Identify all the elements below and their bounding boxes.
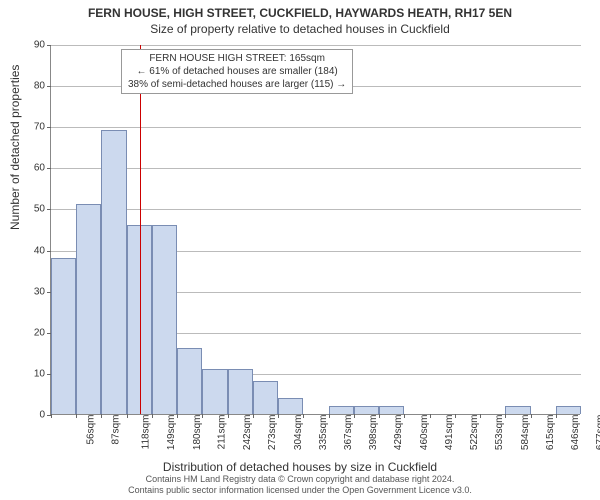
ytick-label: 90 bbox=[5, 40, 45, 51]
bar bbox=[556, 406, 581, 414]
xtick-label: 553sqm bbox=[495, 415, 506, 451]
xtick-label: 398sqm bbox=[368, 415, 379, 451]
xtick-mark bbox=[480, 414, 481, 418]
xtick-mark bbox=[404, 414, 405, 418]
attribution-line1: Contains HM Land Registry data © Crown c… bbox=[0, 474, 600, 485]
xtick-label: 211sqm bbox=[216, 415, 227, 450]
xtick-mark bbox=[303, 414, 304, 418]
xtick-label: 87sqm bbox=[110, 415, 121, 445]
xtick-mark bbox=[101, 414, 102, 418]
xtick-mark bbox=[51, 414, 52, 418]
ytick-label: 50 bbox=[5, 204, 45, 215]
xtick-mark bbox=[152, 414, 153, 418]
grid-line bbox=[51, 127, 581, 128]
chart-area: 010203040506070809056sqm87sqm118sqm149sq… bbox=[50, 45, 580, 415]
xtick-mark bbox=[379, 414, 380, 418]
title-main: FERN HOUSE, HIGH STREET, CUCKFIELD, HAYW… bbox=[0, 0, 600, 20]
bar bbox=[253, 381, 278, 414]
ytick-label: 30 bbox=[5, 286, 45, 297]
xtick-label: 646sqm bbox=[570, 415, 581, 451]
xtick-mark bbox=[505, 414, 506, 418]
annotation-line3: 38% of semi-detached houses are larger (… bbox=[128, 78, 346, 91]
plot-area: 010203040506070809056sqm87sqm118sqm149sq… bbox=[50, 45, 580, 415]
bar bbox=[101, 130, 126, 414]
xtick-label: 273sqm bbox=[267, 415, 278, 451]
xtick-mark bbox=[455, 414, 456, 418]
grid-line bbox=[51, 168, 581, 169]
xtick-label: 304sqm bbox=[293, 415, 304, 451]
xtick-label: 335sqm bbox=[318, 415, 329, 451]
ytick-mark bbox=[47, 45, 51, 46]
xtick-mark bbox=[76, 414, 77, 418]
xtick-mark bbox=[278, 414, 279, 418]
bar bbox=[177, 348, 202, 414]
xtick-mark bbox=[177, 414, 178, 418]
bar bbox=[379, 406, 404, 414]
title-sub: Size of property relative to detached ho… bbox=[0, 20, 600, 36]
ytick-mark bbox=[47, 127, 51, 128]
xtick-mark bbox=[556, 414, 557, 418]
ytick-label: 0 bbox=[5, 410, 45, 421]
ytick-label: 10 bbox=[5, 368, 45, 379]
xtick-mark bbox=[430, 414, 431, 418]
xtick-label: 242sqm bbox=[242, 415, 253, 451]
ytick-label: 70 bbox=[5, 122, 45, 133]
annotation-box: FERN HOUSE HIGH STREET: 165sqm← 61% of d… bbox=[121, 49, 353, 94]
ytick-label: 40 bbox=[5, 245, 45, 256]
xtick-label: 149sqm bbox=[166, 415, 177, 451]
ytick-label: 80 bbox=[5, 81, 45, 92]
bar bbox=[278, 398, 303, 414]
ytick-label: 20 bbox=[5, 327, 45, 338]
xtick-label: 367sqm bbox=[343, 415, 354, 451]
ytick-mark bbox=[47, 209, 51, 210]
bar bbox=[152, 225, 177, 414]
xtick-mark bbox=[354, 414, 355, 418]
xtick-label: 180sqm bbox=[192, 415, 203, 451]
bar bbox=[354, 406, 379, 414]
annotation-line1: FERN HOUSE HIGH STREET: 165sqm bbox=[128, 52, 346, 65]
grid-line bbox=[51, 45, 581, 46]
bar bbox=[329, 406, 354, 414]
bar bbox=[76, 204, 101, 414]
bar bbox=[505, 406, 530, 414]
xtick-label: 584sqm bbox=[520, 415, 531, 451]
xtick-mark bbox=[127, 414, 128, 418]
xtick-mark bbox=[329, 414, 330, 418]
xtick-mark bbox=[253, 414, 254, 418]
annotation-line2: ← 61% of detached houses are smaller (18… bbox=[128, 65, 346, 78]
xtick-label: 460sqm bbox=[419, 415, 430, 451]
xtick-label: 615sqm bbox=[545, 415, 556, 451]
bar bbox=[51, 258, 76, 414]
attribution: Contains HM Land Registry data © Crown c… bbox=[0, 474, 600, 496]
ytick-mark bbox=[47, 86, 51, 87]
bar bbox=[202, 369, 227, 414]
xtick-label: 429sqm bbox=[394, 415, 405, 451]
xtick-label: 677sqm bbox=[595, 415, 600, 451]
ytick-label: 60 bbox=[5, 163, 45, 174]
xtick-label: 118sqm bbox=[140, 415, 151, 450]
chart-container: FERN HOUSE, HIGH STREET, CUCKFIELD, HAYW… bbox=[0, 0, 600, 500]
xtick-label: 491sqm bbox=[444, 415, 455, 451]
xtick-mark bbox=[531, 414, 532, 418]
reference-line bbox=[140, 45, 141, 414]
ytick-mark bbox=[47, 251, 51, 252]
x-axis-label: Distribution of detached houses by size … bbox=[0, 460, 600, 474]
xtick-label: 56sqm bbox=[85, 415, 96, 445]
grid-line bbox=[51, 209, 581, 210]
ytick-mark bbox=[47, 168, 51, 169]
xtick-mark bbox=[202, 414, 203, 418]
attribution-line2: Contains public sector information licen… bbox=[0, 485, 600, 496]
xtick-label: 522sqm bbox=[469, 415, 480, 451]
xtick-mark bbox=[228, 414, 229, 418]
bar bbox=[228, 369, 253, 414]
